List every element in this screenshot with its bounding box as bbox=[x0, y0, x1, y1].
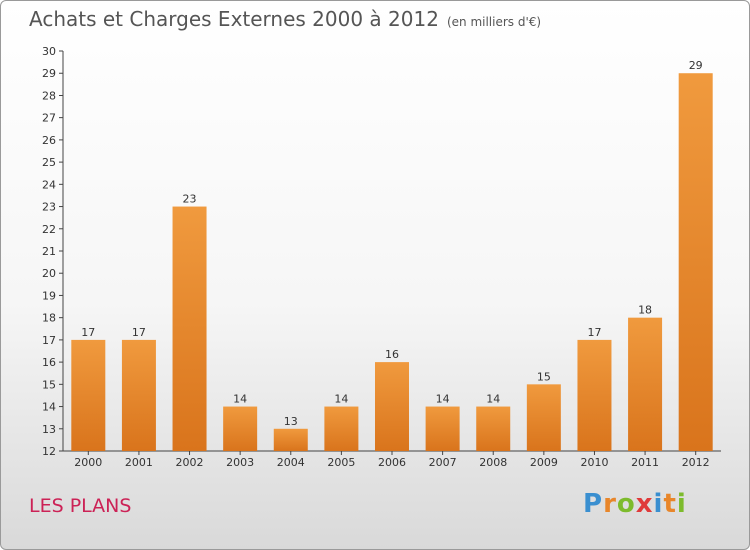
y-tick-label: 16 bbox=[42, 356, 56, 369]
data-label: 13 bbox=[284, 415, 298, 428]
data-label: 17 bbox=[81, 326, 95, 339]
y-tick-label: 24 bbox=[42, 178, 56, 191]
y-tick-label: 12 bbox=[42, 445, 56, 458]
bar bbox=[678, 73, 713, 451]
x-tick-label: 2005 bbox=[327, 456, 355, 469]
x-tick-label: 2000 bbox=[74, 456, 102, 469]
chart-subtitle: (en milliers d'€) bbox=[446, 15, 542, 29]
y-tick-label: 22 bbox=[42, 223, 56, 236]
logo-letter: i bbox=[653, 489, 664, 519]
bar bbox=[273, 428, 308, 451]
x-tick-label: 2003 bbox=[226, 456, 254, 469]
chart-title-block: Achats et Charges Externes 2000 à 2012 (e… bbox=[29, 7, 541, 31]
bar bbox=[526, 384, 561, 451]
logo-letter: P bbox=[583, 489, 604, 519]
data-label: 14 bbox=[233, 393, 247, 406]
y-tick-label: 18 bbox=[42, 312, 56, 325]
bar bbox=[71, 339, 106, 451]
data-label: 18 bbox=[638, 304, 652, 317]
x-tick-label: 2011 bbox=[631, 456, 659, 469]
y-tick-label: 26 bbox=[42, 134, 56, 147]
data-label: 23 bbox=[183, 193, 197, 206]
x-tick-label: 2006 bbox=[378, 456, 406, 469]
data-label: 17 bbox=[132, 326, 146, 339]
logo-letter: t bbox=[663, 489, 677, 519]
data-label: 15 bbox=[537, 370, 551, 383]
bar-chart: 12 13 14 15 16 17 18 19 20 21 22 23 24 25 26 27 28 29 30 20… bbox=[42, 45, 721, 469]
x-tick-label: 2009 bbox=[530, 456, 558, 469]
y-tick-label: 27 bbox=[42, 112, 56, 125]
y-tick-label: 23 bbox=[42, 201, 56, 214]
x-tick-label: 2002 bbox=[176, 456, 204, 469]
proxiti-logo: Proxiti bbox=[583, 489, 687, 519]
y-tick-label: 20 bbox=[42, 267, 56, 280]
y-tick-label: 21 bbox=[42, 245, 56, 258]
bar bbox=[425, 406, 460, 451]
x-tick-label: 2012 bbox=[682, 456, 710, 469]
y-tick-label: 15 bbox=[42, 378, 56, 391]
data-label: 14 bbox=[334, 393, 348, 406]
x-tick-label: 2007 bbox=[429, 456, 457, 469]
y-tick-label: 13 bbox=[42, 423, 56, 436]
y-tick-label: 29 bbox=[42, 67, 56, 80]
bar bbox=[324, 406, 359, 451]
bar bbox=[121, 339, 156, 451]
town-name: LES PLANS bbox=[29, 495, 132, 517]
y-tick-label: 25 bbox=[42, 156, 56, 169]
logo-letter: r bbox=[603, 489, 617, 519]
bar bbox=[577, 339, 612, 451]
bar bbox=[628, 317, 663, 451]
x-tick-label: 2004 bbox=[277, 456, 305, 469]
chart-title: Achats et Charges Externes 2000 à 2012 bbox=[29, 7, 439, 31]
y-tick-label: 14 bbox=[42, 401, 56, 414]
y-tick-label: 19 bbox=[42, 289, 56, 302]
x-tick-label: 2008 bbox=[479, 456, 507, 469]
data-label: 14 bbox=[486, 393, 500, 406]
data-label: 17 bbox=[587, 326, 601, 339]
bar bbox=[223, 406, 258, 451]
y-tick-label: 30 bbox=[42, 45, 56, 58]
data-label: 16 bbox=[385, 348, 399, 361]
y-tick-label: 28 bbox=[42, 89, 56, 102]
bar bbox=[172, 206, 207, 451]
data-label: 14 bbox=[436, 393, 450, 406]
bar bbox=[375, 362, 409, 451]
logo-letter: o bbox=[616, 489, 636, 519]
data-label: 29 bbox=[689, 59, 703, 72]
y-tick-label: 17 bbox=[42, 334, 56, 347]
bar bbox=[476, 406, 511, 451]
x-tick-label: 2010 bbox=[580, 456, 608, 469]
x-tick-label: 2001 bbox=[125, 456, 153, 469]
logo-letter: x bbox=[635, 489, 654, 519]
logo-letter: i bbox=[676, 489, 687, 519]
